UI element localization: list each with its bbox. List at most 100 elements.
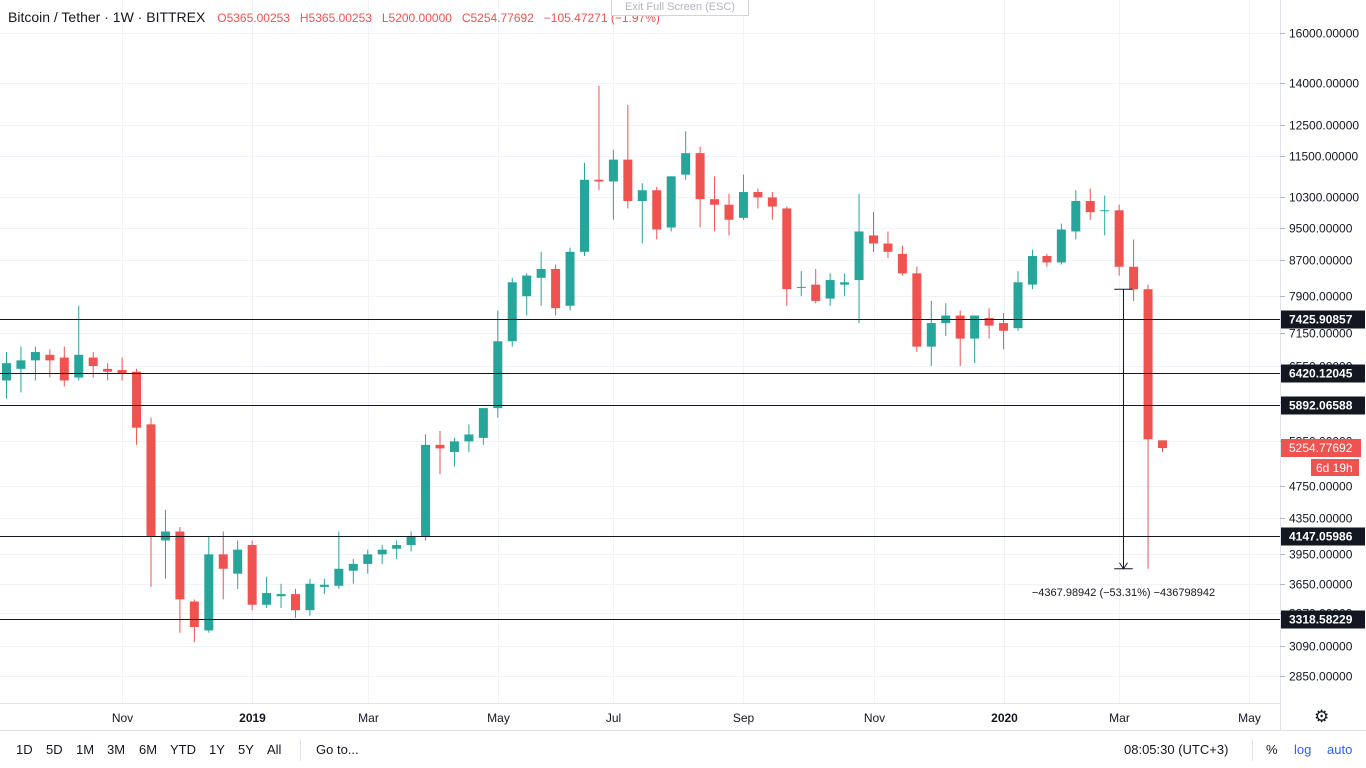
range-ytd-button[interactable]: YTD	[170, 742, 196, 757]
time-tick-label: Nov	[112, 711, 133, 725]
candle-body	[464, 434, 474, 442]
range-5y-button[interactable]: 5Y	[238, 742, 254, 757]
candle-body	[319, 584, 329, 587]
candle-body	[652, 190, 662, 230]
candle-body	[695, 153, 705, 200]
candle-body	[796, 286, 806, 288]
price-tick-label: 2850.00000	[1289, 670, 1353, 684]
candle-down	[132, 368, 142, 445]
measure-tool: −4367.98942 (−53.31%) −436798942	[1032, 288, 1215, 599]
toolbar-divider	[300, 739, 301, 761]
goto-date-button[interactable]: Go to...	[316, 742, 359, 757]
candle-body	[1027, 256, 1037, 285]
last-price-label: 5254.77692	[1289, 441, 1353, 455]
range-6m-button[interactable]: 6M	[139, 742, 158, 757]
symbol-title[interactable]: Bitcoin / Tether · 1W · BITTREX	[8, 9, 206, 25]
horizontal-lines	[0, 319, 1280, 620]
candle-down	[218, 531, 228, 600]
candle-body	[984, 318, 994, 326]
range-1y-button[interactable]: 1Y	[209, 742, 225, 757]
price-tick-label: 3090.00000	[1289, 640, 1353, 654]
candle-body	[59, 357, 69, 381]
candle-body	[883, 243, 893, 252]
candle-down	[710, 176, 720, 232]
candle-up	[1056, 223, 1066, 265]
candle-body	[825, 280, 835, 299]
candle-up	[854, 193, 864, 324]
price-chart[interactable]: Nov 2019 Mar May Jul Sep Nov 2020 Mar May −4367.9…	[0, 0, 1366, 730]
candle-down	[869, 212, 878, 252]
candle-body	[782, 208, 792, 290]
price-axis: 16000.00000 14000.00000 12500.00000 11500.0…	[1280, 0, 1366, 730]
candle-body	[204, 554, 214, 631]
candle-up	[796, 271, 806, 297]
candle-up	[738, 174, 748, 220]
candle-body	[421, 444, 431, 536]
candle-body	[30, 352, 40, 361]
candle-body	[74, 354, 84, 378]
candle-up	[319, 578, 329, 595]
clock-timezone[interactable]: 08:05:30 (UTC+3)	[1124, 742, 1229, 757]
chart-settings-gear-icon[interactable]: ⚙	[1314, 707, 1330, 726]
candle-body	[594, 179, 604, 182]
candle-body	[449, 441, 459, 452]
level-price-tag	[1281, 396, 1365, 415]
range-1d-button[interactable]: 1D	[16, 742, 33, 757]
candle-up	[493, 310, 503, 418]
candle-body	[738, 192, 748, 218]
candle-down	[247, 540, 257, 611]
candle-up	[1071, 190, 1081, 240]
exit-fullscreen-button[interactable]: Exit Full Screen (ESC)	[611, 0, 749, 16]
candle-body	[88, 357, 98, 366]
candle-body	[840, 282, 850, 285]
candle-up	[377, 545, 387, 564]
price-tick-label: 10300.00000	[1289, 191, 1359, 205]
time-tick-label: May	[1238, 711, 1261, 725]
candle-down	[59, 346, 69, 387]
candle-up	[2, 352, 11, 399]
time-tick-label: Jul	[606, 711, 621, 725]
range-1m-button[interactable]: 1M	[76, 742, 95, 757]
candle-body	[970, 315, 980, 339]
candle-up	[421, 434, 431, 541]
candle-up	[233, 540, 243, 589]
candle-down	[912, 266, 922, 353]
candle-body	[406, 535, 416, 546]
ohlc-high: H5365.00253	[299, 11, 372, 25]
candle-body	[247, 545, 257, 605]
x-axis: Nov 2019 Mar May Jul Sep Nov 2020 Mar May	[0, 703, 1366, 725]
candle-body	[146, 424, 156, 536]
candle-up	[608, 149, 618, 220]
candle-up	[1100, 195, 1110, 236]
candle-body	[334, 568, 344, 586]
auto-scale-toggle[interactable]: auto	[1327, 742, 1353, 757]
level-price-tag	[1281, 527, 1365, 546]
percent-scale-toggle[interactable]: %	[1266, 742, 1278, 757]
candle-body	[218, 554, 228, 569]
candle-up	[204, 535, 214, 633]
price-tick-label: 7150.00000	[1289, 327, 1353, 341]
candle-up	[392, 540, 402, 560]
candle-down	[175, 527, 185, 633]
candle-body	[681, 153, 691, 175]
last-price-tag	[1281, 439, 1361, 457]
range-3m-button[interactable]: 3M	[107, 742, 126, 757]
candle-body	[999, 323, 1009, 331]
candle-body	[854, 231, 864, 281]
candle-body	[869, 235, 878, 244]
candle-body	[536, 268, 546, 278]
range-all-button[interactable]: All	[267, 742, 282, 757]
grid-lines	[0, 0, 1280, 703]
candle-down	[1158, 440, 1167, 452]
candle-body	[262, 593, 272, 605]
candle-up	[305, 578, 315, 616]
bottom-toolbar: 1D 5D 1M 3M 6M YTD 1Y 5Y All Go to... 08…	[0, 730, 1366, 768]
log-scale-toggle[interactable]: log	[1294, 742, 1312, 757]
candle-up	[30, 346, 40, 381]
candle-body	[305, 583, 315, 611]
time-tick-label: May	[487, 711, 510, 725]
candle-body	[522, 275, 532, 297]
range-5d-button[interactable]: 5D	[46, 742, 63, 757]
price-tick-label: 14000.00000	[1289, 77, 1359, 91]
candle-up	[666, 176, 676, 232]
